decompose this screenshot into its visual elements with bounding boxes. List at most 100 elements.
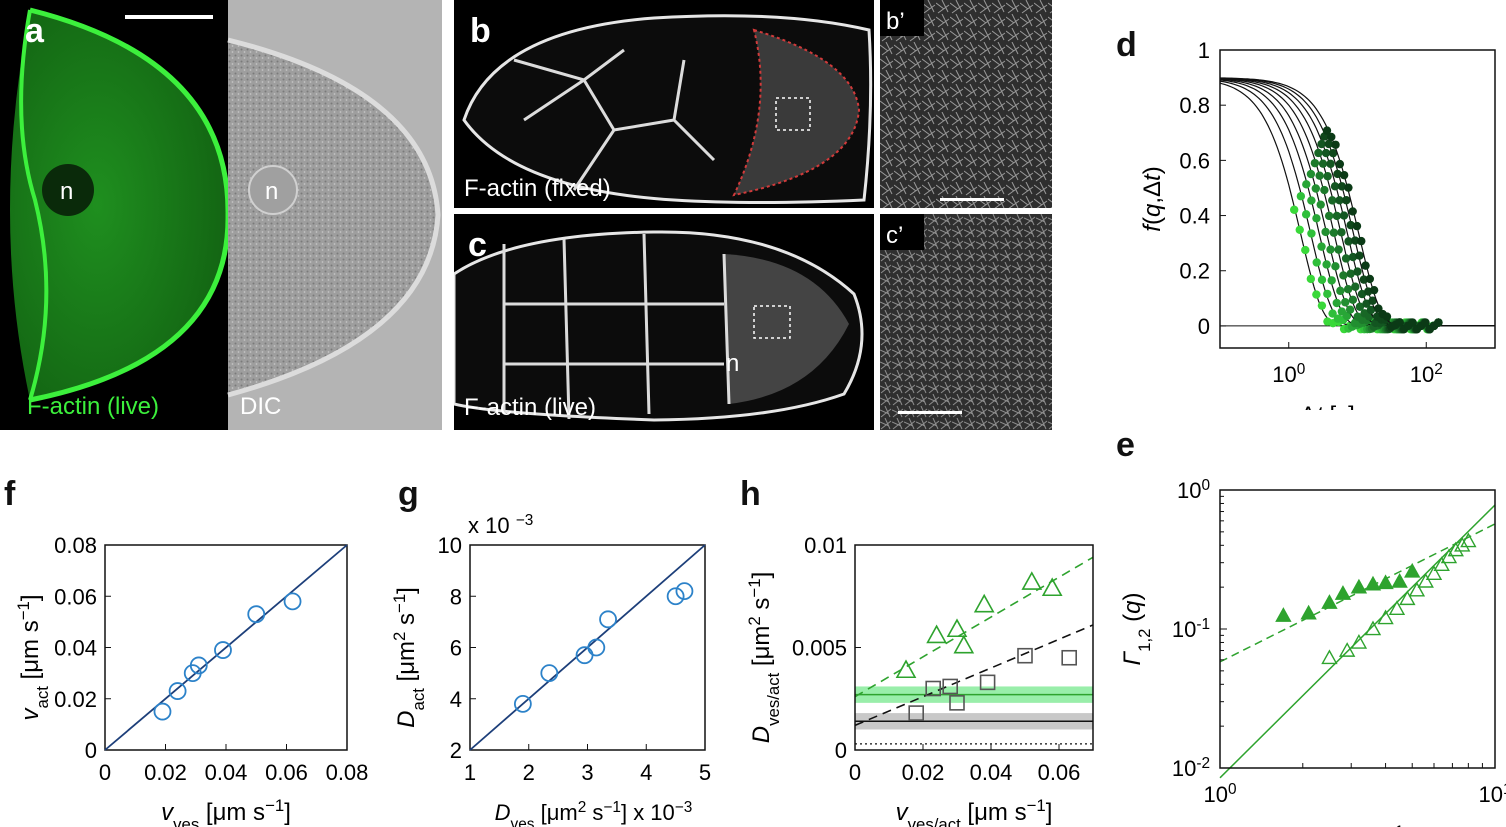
- chart-d-point: [1295, 225, 1304, 234]
- chart-d-point: [1306, 274, 1316, 284]
- caption-f-actin-live-c: F-actin (live): [464, 394, 597, 421]
- chart-d-point: [1434, 318, 1443, 327]
- chart-h-point-ves: [1021, 571, 1043, 590]
- chart-d-point: [1332, 211, 1342, 221]
- chart-d-point: [1334, 245, 1343, 254]
- chart-g-xtick-label: 2: [523, 760, 535, 785]
- nucleus-label-a-dic: n: [265, 178, 279, 205]
- chart-f-fit-line: [104, 544, 348, 751]
- chart-f-xtick-label: 0.02: [144, 760, 187, 785]
- chart-h-point-act: [1061, 649, 1078, 666]
- chart-d-point: [1336, 286, 1345, 296]
- panel-b-prime-micrograph: [880, 0, 1052, 208]
- chart-d-point: [1312, 258, 1321, 267]
- chart-d-frame: [1219, 49, 1496, 349]
- chart-f-xtick-label: 0.04: [205, 760, 248, 785]
- chart-d-point: [1306, 169, 1316, 179]
- chart-d-point: [1314, 148, 1323, 158]
- chart-d-point: [1341, 254, 1351, 263]
- chart-d-ytick-label: 0: [1198, 314, 1210, 339]
- chart-f-point: [153, 702, 172, 721]
- chart-d-point: [1324, 211, 1334, 221]
- panel-letter-e: e: [1116, 426, 1135, 464]
- chart-g-point: [666, 587, 685, 606]
- chart-e-xlabel: q [μm−1]: [1324, 822, 1410, 827]
- chart-g-multiplier: x 10 −3: [468, 512, 533, 539]
- chart-d-point: [1365, 274, 1375, 284]
- chart-d-point: [1301, 210, 1311, 219]
- chart-d-point: [1307, 196, 1316, 205]
- chart-d-point: [1337, 228, 1346, 237]
- chart-e-point-Γ2: [1321, 649, 1338, 665]
- chart-d-point: [1322, 126, 1332, 135]
- panel-a-image: a n n F-actin (live) DIC: [0, 0, 442, 430]
- chart-d-point: [1343, 285, 1353, 294]
- chart-h-xtick-label: 0: [849, 760, 861, 785]
- chart-f-point: [168, 682, 187, 700]
- chart-g-xtick-label: 4: [640, 760, 652, 785]
- chart-d-point: [1352, 221, 1362, 231]
- chart-e-xtick-label: 101: [1478, 781, 1506, 808]
- panel-b-prime-image: b’: [880, 0, 1052, 208]
- panel-b-image: b F-actin (fixed): [454, 0, 874, 208]
- chart-d-point: [1339, 271, 1348, 280]
- nucleus-label-c: n: [726, 350, 740, 377]
- chart-d-point: [1331, 262, 1340, 271]
- chart-e-point-Γ2: [1364, 620, 1382, 636]
- chart-d-point: [1348, 252, 1358, 262]
- chart-f-xtick-label: 0.06: [265, 760, 308, 785]
- panel-c-micrograph: [454, 230, 864, 422]
- chart-d-point: [1302, 180, 1311, 189]
- chart-d-point: [1361, 261, 1370, 270]
- chart-d-point: [1328, 309, 1337, 318]
- chart-h-xlabel: vves/act [μm s−1]: [896, 796, 1053, 827]
- chart-d-point: [1348, 295, 1358, 305]
- chart-d-point: [1353, 267, 1362, 276]
- chart-d-point: [1318, 159, 1328, 168]
- chart-h-point-act: [942, 678, 958, 695]
- chart-f-ytick-label: 0: [85, 738, 97, 763]
- chart-e-point-Γ2: [1417, 572, 1434, 588]
- chart-e-point-Γ1: [1275, 607, 1292, 622]
- chart-e-point-Γ2: [1377, 609, 1394, 625]
- chart-h-ylabel: Dves/act [μm2 s−1]: [745, 572, 783, 744]
- chart-d-point: [1296, 192, 1306, 201]
- chart-d-point: [1335, 196, 1344, 205]
- chart-d-point: [1342, 311, 1352, 321]
- chart-e-point-Γ2: [1460, 532, 1477, 548]
- chart-d-point: [1327, 276, 1336, 285]
- chart-d-point: [1330, 182, 1340, 191]
- chart-d-point: [1357, 236, 1366, 246]
- panel-c-prime-micrograph: [880, 214, 1052, 430]
- chart-h-point-ves: [1041, 577, 1063, 597]
- chart-g-xtick-label: 1: [464, 760, 476, 785]
- chart-e-point-Γ1: [1300, 604, 1317, 620]
- chart-f-point: [189, 656, 208, 675]
- chart-d-xtick-label: 102: [1410, 361, 1443, 388]
- chart-d-point: [1310, 158, 1320, 168]
- chart-e-ytick-label: 10-2: [1172, 755, 1210, 782]
- chart-d-point: [1366, 305, 1376, 315]
- chart-g-xtick-label: 3: [581, 760, 593, 785]
- chart-g-xlabel: Dves [μm2 s−1] x 10−3: [495, 799, 693, 827]
- chart-g-ytick-label: 2: [450, 738, 462, 763]
- chart-d-point: [1345, 305, 1355, 314]
- chart-e-point-Γ1: [1350, 578, 1368, 594]
- chart-d-point: [1351, 282, 1360, 291]
- chart-d-point: [1408, 318, 1417, 327]
- chart-d-point: [1307, 229, 1316, 238]
- chart-d-ytick-label: 1: [1198, 38, 1210, 63]
- chart-g-point: [587, 638, 606, 657]
- chart-d-point: [1328, 148, 1338, 158]
- chart-d-point: [1312, 214, 1321, 223]
- chart-f-ylabel: vact [μm s−1]: [14, 594, 52, 720]
- chart-d-point: [1382, 312, 1392, 321]
- chart-d-point: [1332, 298, 1341, 308]
- chart-e-point-Γ2: [1454, 536, 1471, 552]
- chart-d-point: [1355, 251, 1364, 260]
- chart-d-point: [1339, 211, 1349, 220]
- chart-e: 100 101 10-2 10-1 100 q [μm−1] Γ1,2 (q): [1119, 477, 1506, 827]
- chart-f-ytick-label: 0.04: [54, 636, 97, 661]
- chart-e-point-Γ2: [1399, 590, 1416, 606]
